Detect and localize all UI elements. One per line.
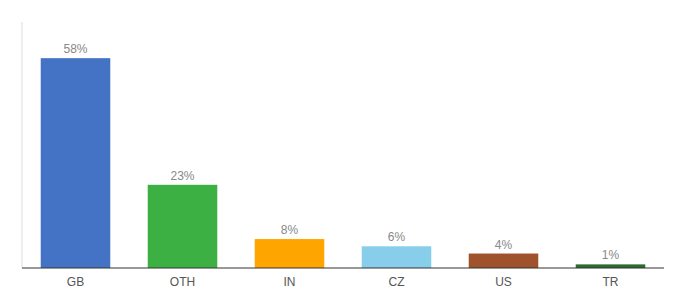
page: {"chart_data": {"type": "bar", "categori… — [0, 0, 680, 300]
chart: GB OTH IN CZ US TR 58% 23% 8% 6% 4% 1% — [0, 0, 680, 300]
bar — [469, 254, 539, 268]
bar — [255, 239, 325, 268]
x-tick-label: US — [495, 275, 512, 289]
bar — [41, 58, 111, 268]
data-label: 6% — [388, 230, 406, 244]
x-tick-label: OTH — [170, 275, 195, 289]
data-label: 58% — [63, 42, 87, 56]
data-label: 1% — [602, 248, 620, 262]
x-tick-label: TR — [603, 275, 619, 289]
bar — [362, 246, 432, 268]
y-axis-line — [22, 22, 23, 268]
x-axis-line — [22, 268, 664, 269]
data-label: 23% — [170, 169, 194, 183]
x-tick-label: IN — [284, 275, 296, 289]
bar — [148, 185, 218, 268]
data-label: 8% — [281, 223, 299, 237]
data-labels: 58% 23% 8% 6% 4% 1% — [63, 42, 619, 262]
data-label: 4% — [495, 238, 513, 252]
bars — [41, 58, 646, 268]
x-tick-label: GB — [67, 275, 84, 289]
x-tick-label: CZ — [389, 275, 405, 289]
bar — [576, 264, 646, 268]
chart-container: GB OTH IN CZ US TR 58% 23% 8% 6% 4% 1% — [0, 0, 680, 300]
